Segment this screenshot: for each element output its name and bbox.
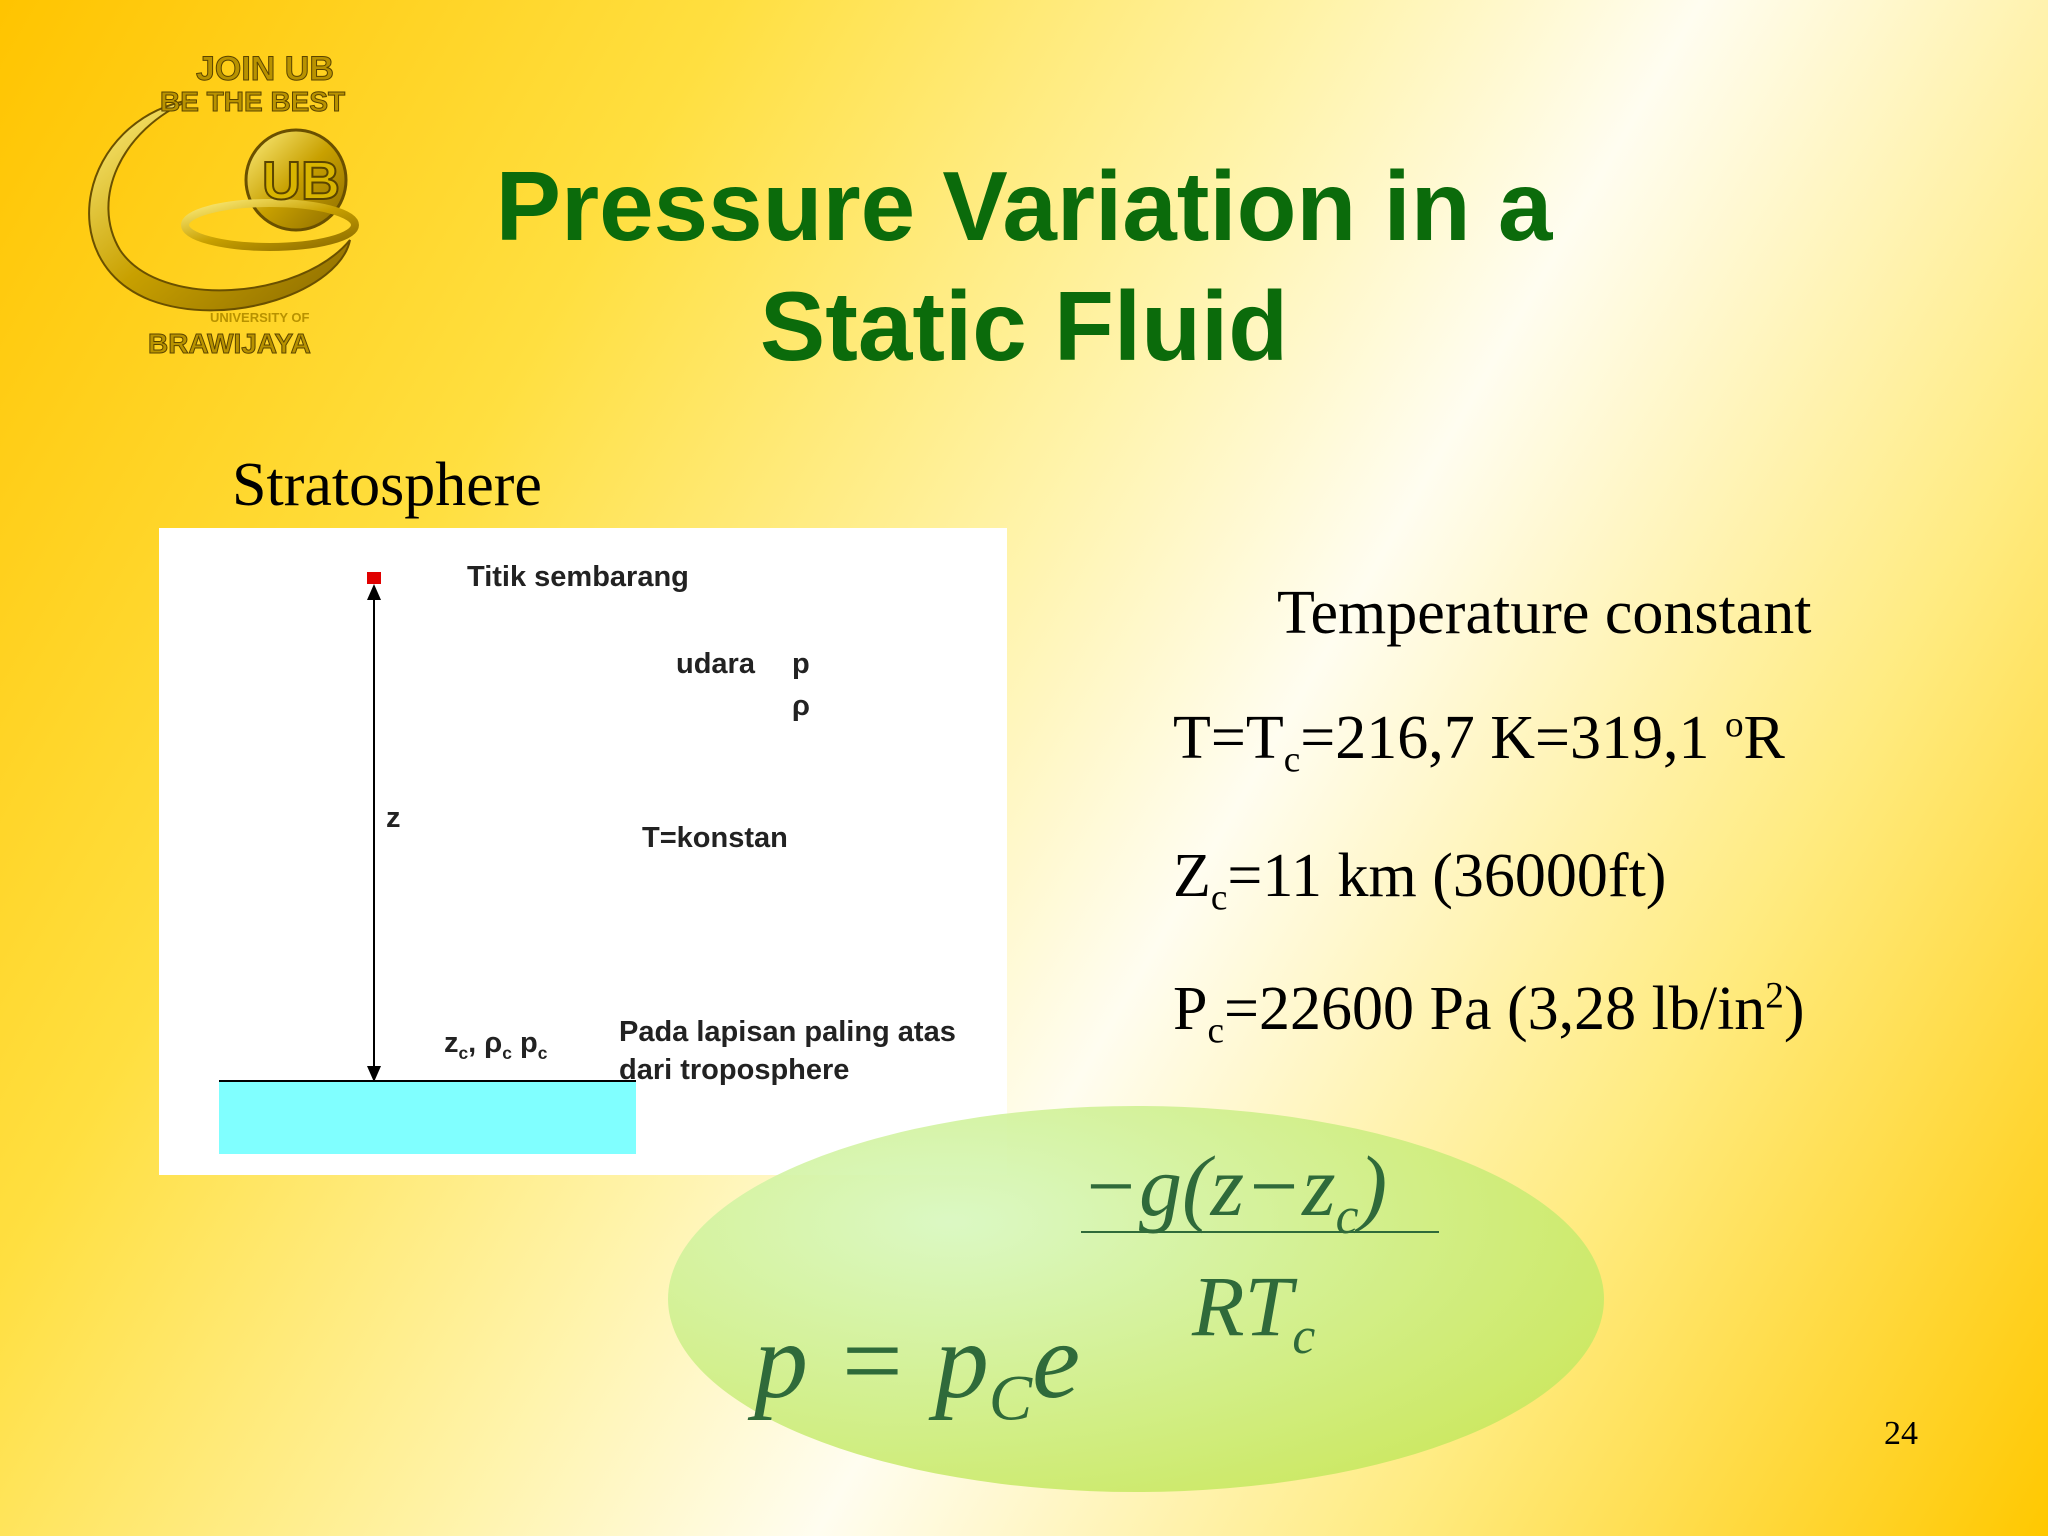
diagram-panel xyxy=(159,528,1007,1175)
property-line: T=Tc=216,7 K=319,1 oR xyxy=(1173,703,1785,781)
text: Z xyxy=(1173,842,1211,910)
text: =22600 Pa (3,28 lb/in xyxy=(1224,975,1766,1043)
point-marker xyxy=(367,572,381,584)
properties-heading: Temperature constant xyxy=(1277,579,1812,647)
logo-line: BRAWIJAYA xyxy=(148,328,312,360)
text: 2 xyxy=(1765,975,1784,1017)
slide-title: Pressure Variation in a xyxy=(495,151,1553,261)
text: c xyxy=(1292,1308,1316,1366)
property-line: Zc=11 km (36000ft) xyxy=(1173,841,1666,919)
text: c xyxy=(1207,1010,1224,1052)
text: ) xyxy=(1783,975,1805,1043)
diagram-label: T=konstan xyxy=(642,822,788,854)
text: ) xyxy=(1358,1138,1388,1234)
text: c xyxy=(502,1042,512,1063)
text: e xyxy=(1032,1302,1081,1421)
diagram-label: udara xyxy=(676,648,755,680)
text: R xyxy=(1743,704,1785,772)
text: c xyxy=(1283,739,1301,781)
text: c xyxy=(458,1042,469,1063)
diagram-label: z xyxy=(386,802,401,834)
diagram-note: Pada lapisan paling atas xyxy=(619,1016,956,1048)
diagram-label: Titik sembarang xyxy=(467,561,689,593)
text: C xyxy=(988,1362,1033,1435)
text: P xyxy=(1173,975,1208,1043)
diagram-note: dari troposphere xyxy=(619,1054,850,1086)
text: RT xyxy=(1192,1258,1293,1354)
text: =11 km (36000ft) xyxy=(1227,842,1667,910)
text: c xyxy=(1210,877,1228,919)
logo-line: UNIVERSITY OF xyxy=(210,310,310,325)
diagram-label: zc, ρc pc xyxy=(444,1027,547,1064)
formula-denominator: RTc xyxy=(1192,1256,1315,1366)
text: p = p xyxy=(754,1302,989,1421)
page-number: 24 xyxy=(1884,1415,1918,1452)
logo-line: BE THE BEST xyxy=(159,86,346,118)
logo-line: JOIN UB xyxy=(196,50,335,89)
text: p xyxy=(511,1027,538,1059)
diagram-label: p xyxy=(792,648,810,680)
subtitle: Stratosphere xyxy=(232,451,542,519)
formula-ellipse xyxy=(668,1106,1604,1492)
property-line: Pc=22600 Pa (3,28 lb/in2) xyxy=(1173,974,1805,1052)
slide-title: Static Fluid xyxy=(759,271,1289,381)
text: =216,7 K=319,1 xyxy=(1300,704,1725,772)
text: , ρ xyxy=(468,1027,503,1059)
formula-base: p = pCe xyxy=(754,1300,1080,1437)
ground-layer xyxy=(219,1081,636,1154)
text: c xyxy=(537,1042,548,1063)
diagram-label: ρ xyxy=(792,690,810,722)
logo-emblem: UB xyxy=(261,150,341,212)
text: o xyxy=(1724,704,1744,746)
formula-numerator: −g(z−zc) xyxy=(1081,1136,1387,1246)
text: T=T xyxy=(1173,704,1284,772)
text: −g(z−z xyxy=(1081,1138,1336,1234)
logo-graphic xyxy=(88,99,359,312)
text: z xyxy=(444,1027,459,1059)
text: c xyxy=(1335,1188,1359,1246)
